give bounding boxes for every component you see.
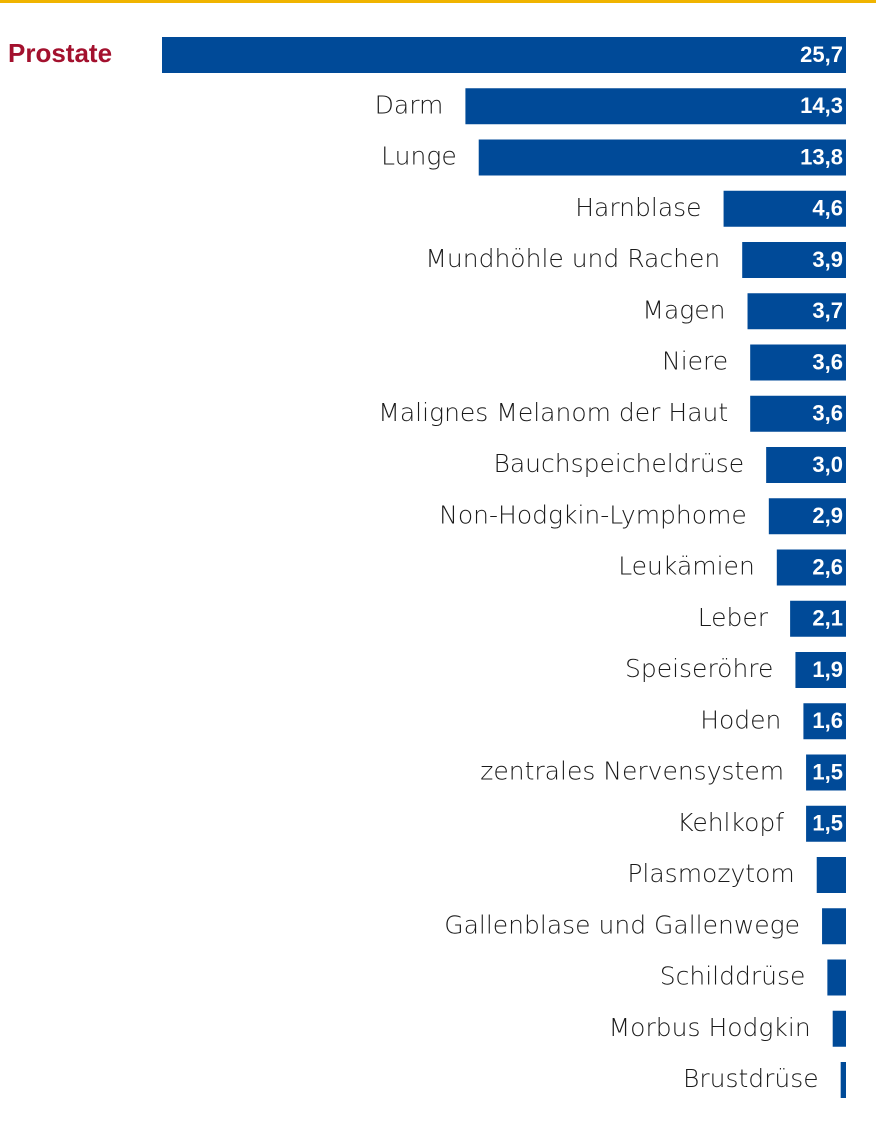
bar [768,498,846,535]
category-label: Morbus Hodgkin [609,1013,811,1042]
value-label: 1,5 [812,759,843,784]
bar [840,1062,846,1098]
category-label: Mundhöhle und Rachen [425,244,720,273]
bar [723,190,846,227]
category-label: Kehlkopf [677,808,784,837]
value-label: 3,9 [812,247,843,272]
category-label: Gallenblase und Gallenwege [444,910,800,939]
bar [766,447,846,483]
bar [790,600,846,637]
bar [795,652,846,688]
value-label: 2,1 [812,606,843,631]
category-label: Plasmozytom [627,859,794,888]
category-label: Prostate [8,38,112,68]
value-label: 2,6 [812,554,843,579]
bar [750,395,846,432]
value-label: 1,5 [812,811,843,836]
category-label: Leukämien [618,552,755,581]
category-label: Darm [375,90,444,119]
category-label: Non-Hodgkin-Lymphome [439,500,747,529]
category-label: Schilddrüse [660,962,806,991]
bar [803,703,846,740]
category-label: Leber [698,603,769,632]
category-label: Brustdrüse [683,1064,819,1093]
bar [816,857,846,893]
value-label: 1,6 [812,708,843,733]
category-label: zentrales Nervensystem [480,757,784,786]
bar [478,139,846,176]
value-label: 14,3 [800,93,843,118]
bar [806,805,846,842]
value-label: 3,7 [812,298,843,323]
value-label: 3,6 [812,401,843,426]
bar [806,754,846,791]
bar [465,88,846,125]
bar [827,959,846,996]
category-label: Malignes Melanom der Haut [378,398,728,427]
category-label: Harnblase [575,193,701,222]
value-label: 3,0 [812,452,843,477]
value-label: 13,8 [800,144,843,169]
bar [832,1010,846,1047]
bar [742,242,846,278]
category-label: Niere [662,347,728,376]
value-label: 1,9 [812,657,843,682]
category-label: Magen [642,295,725,324]
bar [750,344,846,381]
top-rule [0,0,876,3]
value-label: 25,7 [800,42,843,67]
bar [162,37,846,73]
category-label: Bauchspeicheldrüse [493,449,744,478]
value-label: 3,6 [812,349,843,374]
value-label: 4,6 [812,196,843,221]
bar [822,908,846,945]
value-label: 2,9 [812,503,843,528]
category-label: Hoden [700,705,781,734]
category-label: Speiseröhre [625,654,773,683]
category-label: Lunge [381,142,457,171]
bar [747,293,846,330]
bar [776,549,846,586]
